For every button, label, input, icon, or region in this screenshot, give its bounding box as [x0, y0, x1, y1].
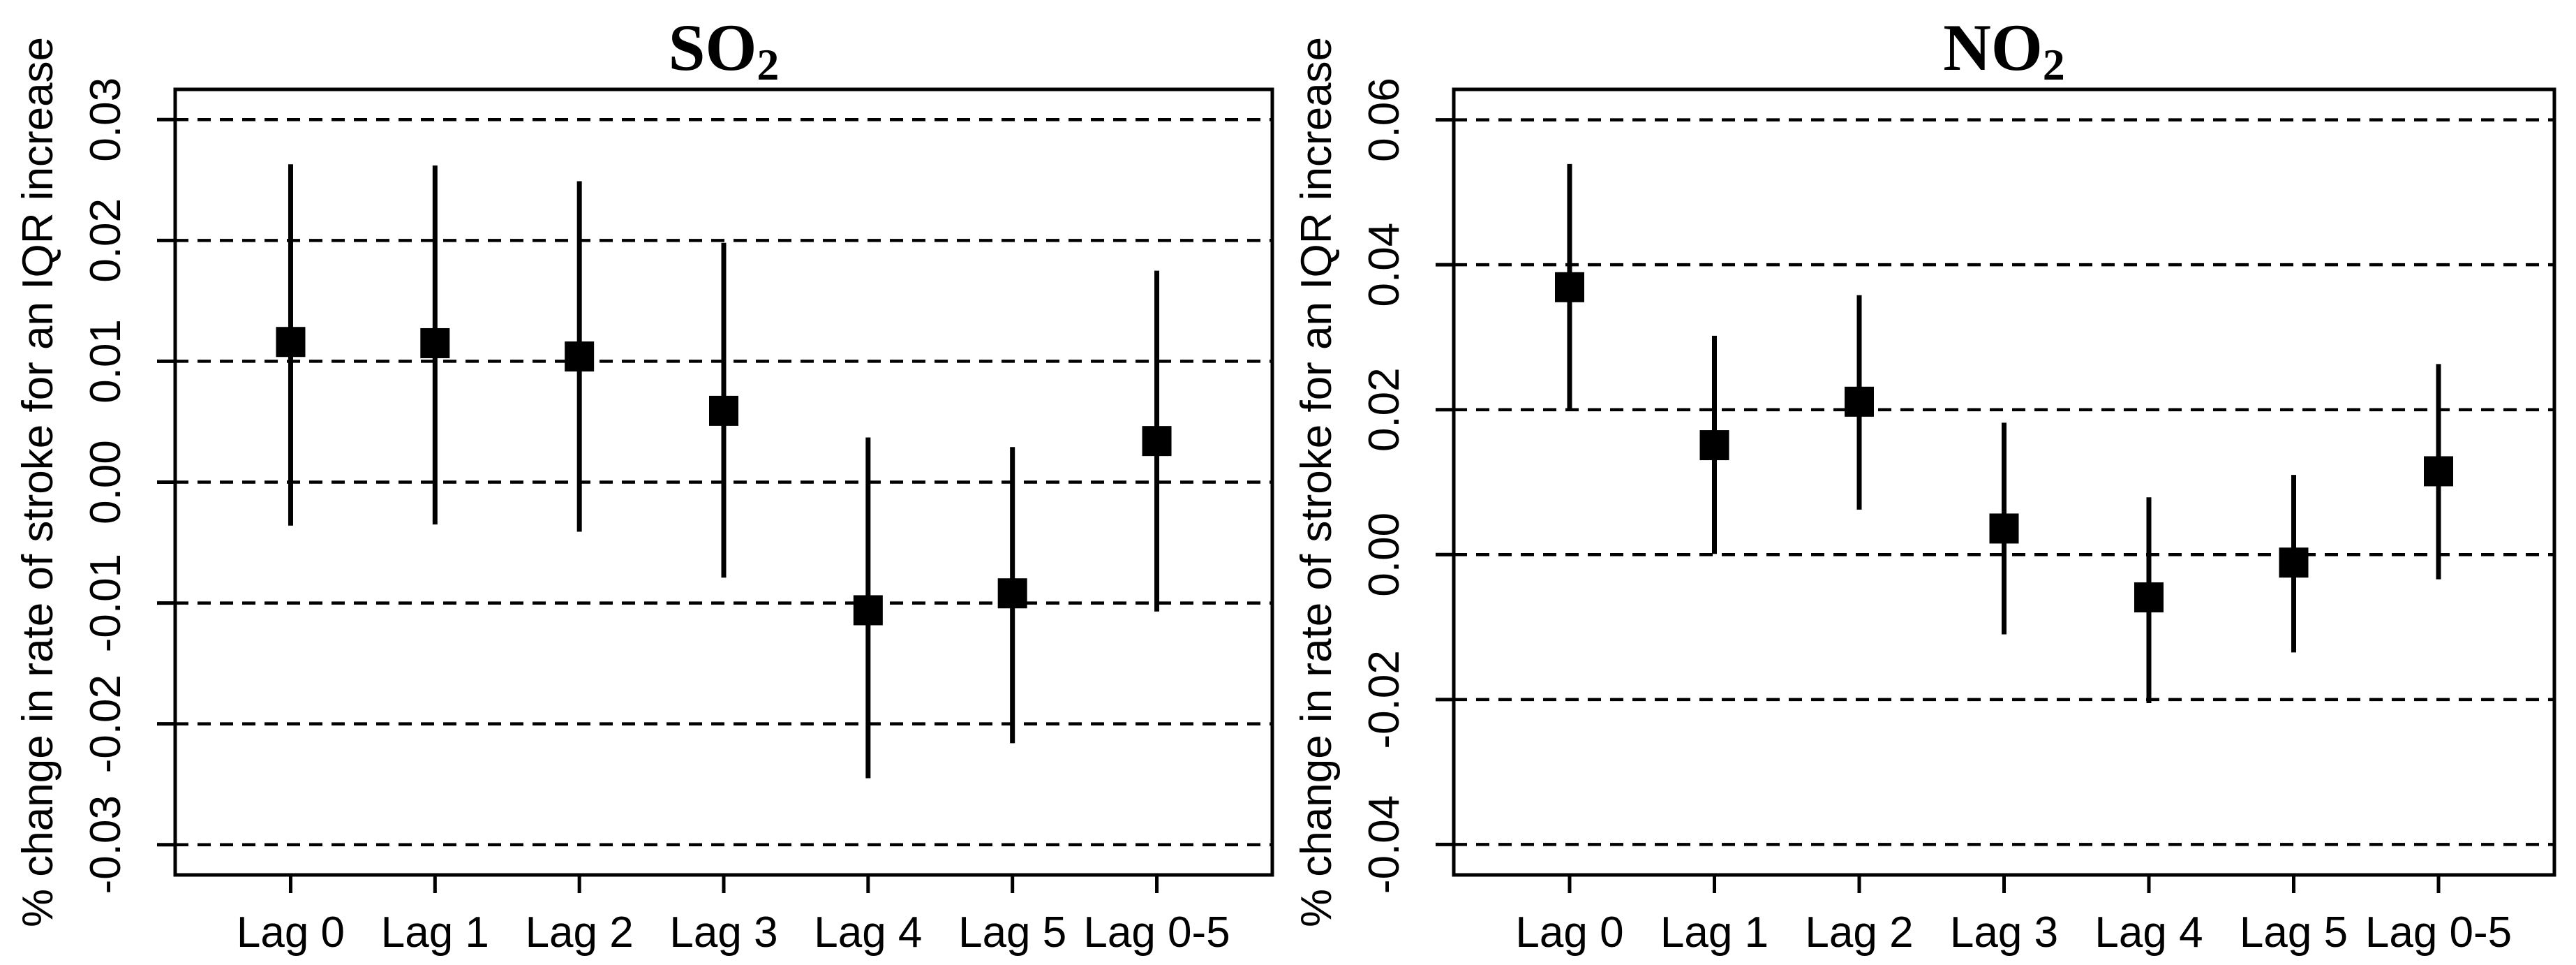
y-tick-label: -0.02 — [1360, 650, 1408, 749]
y-tick-label: -0.01 — [82, 554, 130, 652]
estimate-marker — [2279, 547, 2309, 578]
estimate-marker — [709, 395, 738, 426]
y-tick-label: 0.02 — [82, 198, 130, 283]
estimate-marker — [1142, 426, 1172, 457]
estimate-marker — [276, 327, 306, 358]
x-tick-label: Lag 0-5 — [1083, 908, 1230, 957]
x-tick-label: Lag 1 — [1660, 908, 1769, 957]
estimate-marker — [997, 578, 1027, 609]
x-tick-label: Lag 1 — [381, 908, 489, 957]
y-tick-label: -0.02 — [82, 675, 130, 773]
estimate-marker — [565, 341, 595, 371]
y-tick-label: 0.04 — [1360, 223, 1408, 307]
y-tick-label: 0.00 — [82, 440, 130, 524]
x-tick-label: Lag 3 — [669, 908, 777, 957]
y-tick-label: 0.01 — [82, 319, 130, 404]
y-tick-label: 0.02 — [1360, 367, 1408, 452]
x-tick-label: Lag 4 — [814, 908, 922, 957]
y-tick-label: -0.03 — [82, 795, 130, 894]
y-axis-title: % change in rate of stroke for an IQR in… — [14, 37, 62, 927]
x-tick-label: Lag 4 — [2094, 908, 2203, 957]
y-tick-label: -0.04 — [1360, 795, 1408, 894]
x-tick-label: Lag 5 — [958, 908, 1066, 957]
y-tick-label: 0.00 — [1360, 513, 1408, 597]
estimate-marker — [2134, 582, 2164, 613]
so2-panel: 0.03 0.02 0.01 0.00 -0.01 -0.02 -0.03 Lag 0 Lag … — [14, 10, 1274, 957]
y-axis-title: % change in rate of stroke for an IQR in… — [1293, 37, 1341, 927]
estimate-marker — [1989, 513, 2019, 544]
y-tick-label: 0.03 — [82, 78, 130, 162]
x-tick-label: Lag 2 — [1805, 908, 1913, 957]
x-tick-label: Lag 0-5 — [2365, 908, 2512, 957]
estimate-marker — [1699, 430, 1729, 461]
y-tick-label: 0.06 — [1360, 78, 1408, 162]
x-tick-label: Lag 3 — [1950, 908, 2058, 957]
panel-title: NO2 — [1943, 10, 2065, 89]
x-tick-label: Lag 5 — [2240, 908, 2348, 957]
x-tick-label: Lag 0 — [237, 908, 345, 957]
estimate-marker — [2424, 456, 2453, 487]
estimate-marker — [853, 595, 883, 626]
estimate-marker — [1845, 386, 1874, 417]
panel-title: SO2 — [669, 10, 780, 89]
x-tick-label: Lag 2 — [526, 908, 634, 957]
x-tick-label: Lag 0 — [1515, 908, 1623, 957]
estimate-marker — [420, 327, 450, 358]
no2-panel: 0.06 0.04 0.02 0.00 -0.02 -0.04 Lag 0 Lag 1 Lag … — [1293, 10, 2556, 957]
estimate-marker — [1555, 272, 1584, 302]
